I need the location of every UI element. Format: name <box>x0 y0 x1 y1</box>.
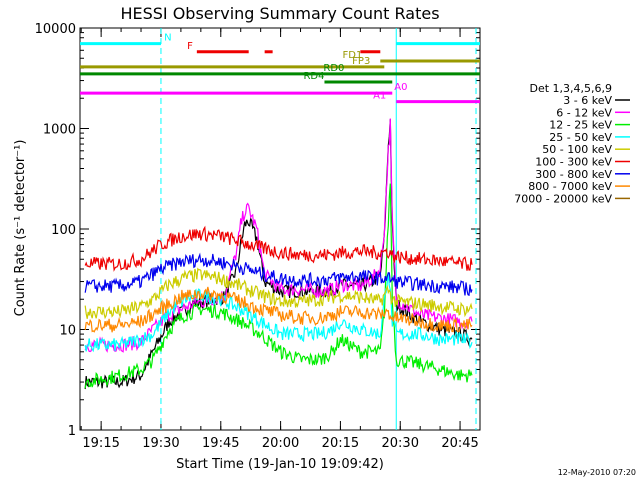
x-tick-label: 20:15 <box>322 436 359 451</box>
series-line <box>84 286 473 333</box>
series-line <box>84 119 473 390</box>
series-group <box>84 118 473 390</box>
x-tick-labels: 19:15 19:30 19:45 20:00 20:15 20:30 20:45 <box>82 436 478 451</box>
series-line <box>84 118 473 353</box>
flag-label: RD4 <box>303 71 324 82</box>
legend-label: 6 - 12 keV <box>556 106 612 119</box>
x-tick-label: 20:30 <box>382 436 419 451</box>
y-tick-label: 1000 <box>43 123 76 138</box>
legend-label: 7000 - 20000 keV <box>514 192 612 205</box>
x-tick-label: 19:15 <box>82 436 119 451</box>
y-axis-label: Count Rate (s⁻¹ detector⁻¹) <box>13 140 28 317</box>
legend-label: 300 - 800 keV <box>535 168 612 181</box>
footer-date: 12-May-2010 07:20 <box>558 468 636 477</box>
legend-label: 25 - 50 keV <box>549 131 612 144</box>
vertical-markers <box>160 28 477 430</box>
flag-label: A0 <box>394 82 407 93</box>
series-line <box>84 183 473 389</box>
axis-ticks <box>80 27 481 431</box>
legend-label: 50 - 100 keV <box>542 143 612 156</box>
legend-label: 3 - 6 keV <box>563 94 612 107</box>
legend-header: Det 1,3,4,5,6,9 <box>529 82 612 95</box>
x-tick-label: 20:45 <box>441 436 478 451</box>
y-tick-label: 10 <box>59 324 76 339</box>
y-tick-label: 10000 <box>35 22 76 37</box>
y-tick-labels: 1 10 100 1000 10000 <box>35 22 76 439</box>
y-tick-label: 1 <box>68 424 76 439</box>
series-line <box>84 273 473 353</box>
flag-label: RD0 <box>323 63 344 74</box>
y-tick-label: 100 <box>51 223 76 238</box>
plot-frame <box>79 27 481 431</box>
chart-title: HESSI Observing Summary Count Rates <box>120 4 439 23</box>
legend-label: 12 - 25 keV <box>549 119 612 132</box>
x-tick-label: 19:30 <box>142 436 179 451</box>
flag-label: F <box>187 41 193 52</box>
legend-label: 800 - 7000 keV <box>528 180 612 193</box>
x-tick-label: 20:00 <box>262 436 299 451</box>
series-line <box>84 267 473 320</box>
series-line <box>84 252 473 297</box>
series-line <box>84 225 473 272</box>
flag-label: N <box>164 33 171 44</box>
flag-label: A1 <box>373 91 386 102</box>
flag-label: FD1 <box>343 50 363 61</box>
x-axis-label: Start Time (19-Jan-10 19:09:42) <box>176 457 384 472</box>
legend-label: 100 - 300 keV <box>535 156 612 169</box>
x-tick-label: 19:45 <box>202 436 239 451</box>
flag-label: FP3 <box>352 56 370 67</box>
